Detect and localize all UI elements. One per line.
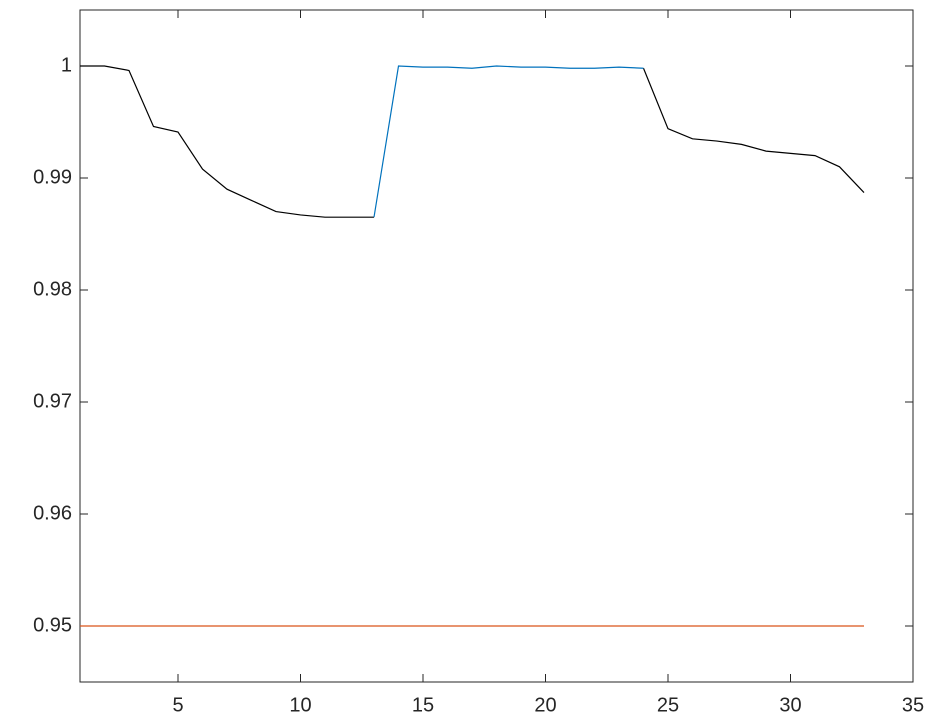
series-line: [80, 66, 374, 217]
x-tick-label: 10: [289, 694, 311, 716]
y-tick-label: 0.98: [33, 278, 72, 300]
y-tick-label: 0.97: [33, 390, 72, 412]
x-tick-label: 25: [657, 694, 679, 716]
series-line: [374, 66, 644, 217]
plot-frame: [80, 10, 913, 682]
x-tick-label: 5: [172, 694, 183, 716]
x-tick-label: 35: [902, 694, 924, 716]
y-tick-label: 0.96: [33, 502, 72, 524]
series-line: [644, 68, 865, 192]
x-tick-label: 15: [412, 694, 434, 716]
chart: 0.950.960.970.980.9915101520253035: [0, 0, 927, 724]
y-tick-label: 0.99: [33, 166, 72, 188]
y-tick-label: 1: [61, 54, 72, 76]
x-tick-label: 30: [779, 694, 801, 716]
y-tick-label: 0.95: [33, 614, 72, 636]
x-tick-label: 20: [534, 694, 556, 716]
